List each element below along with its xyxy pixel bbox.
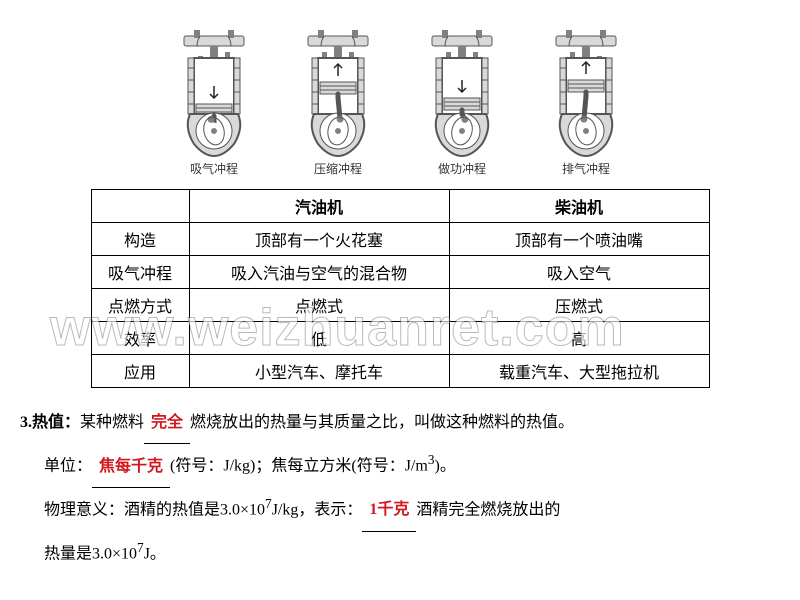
q3-line2: 单位： 焦每千克 (符号：J/kg)；焦每立方米(符号：J/m3)。	[20, 444, 774, 488]
engine-caption: 排气冲程	[562, 160, 610, 177]
header-diesel: 柴油机	[449, 190, 709, 223]
q3-blank1: 完全	[144, 404, 190, 444]
q3-last: 热量是3.0×10	[44, 545, 137, 562]
cell-gas: 低	[189, 322, 449, 355]
q3-last-tail: J。	[144, 545, 166, 562]
header-gas: 汽油机	[189, 190, 449, 223]
table-row: 效率 低 高	[91, 322, 709, 355]
q3-line1: 3.热值：某种燃料 完全 燃烧放出的热量与其质量之比，叫做这种燃料的热值。	[20, 404, 774, 444]
question-3-block: 3.热值：某种燃料 完全 燃烧放出的热量与其质量之比，叫做这种燃料的热值。 单位…	[0, 388, 800, 574]
row-label: 点燃方式	[91, 289, 189, 322]
engine-icon	[164, 28, 264, 158]
engine-icon	[536, 28, 636, 158]
comparison-table: 汽油机 柴油机 构造 顶部有一个火花塞 顶部有一个喷油嘴 吸气冲程 吸入汽油与空…	[91, 189, 710, 388]
cell-diesel: 载重汽车、大型拖拉机	[449, 355, 709, 388]
engine-figure: 做功冲程	[412, 28, 512, 177]
row-label: 吸气冲程	[91, 256, 189, 289]
table-head-row: 汽油机 柴油机	[91, 190, 709, 223]
cell-gas: 吸入汽油与空气的混合物	[189, 256, 449, 289]
q3-unit-label: 单位：	[44, 458, 92, 475]
cell-diesel: 吸入空气	[449, 256, 709, 289]
engine-icon	[288, 28, 388, 158]
q3-post1: 燃烧放出的热量与其质量之比，叫做这种燃料的热值。	[190, 414, 574, 431]
cell-gas: 顶部有一个火花塞	[189, 223, 449, 256]
cell-diesel: 高	[449, 322, 709, 355]
q3-line3: 物理意义：酒精的热值是3.0×107J/kg，表示： 1千克 酒精完全燃烧放出的	[20, 488, 774, 532]
q3-pre1: 某种燃料	[80, 414, 144, 431]
comparison-table-wrap: 汽油机 柴油机 构造 顶部有一个火花塞 顶部有一个喷油嘴 吸气冲程 吸入汽油与空…	[0, 189, 800, 388]
q3-m-mid: J/kg，表示：	[272, 501, 363, 518]
cell-gas: 小型汽车、摩托车	[189, 355, 449, 388]
engine-caption: 吸气冲程	[190, 160, 238, 177]
engine-icon	[412, 28, 512, 158]
table-row: 应用 小型汽车、摩托车 载重汽车、大型拖拉机	[91, 355, 709, 388]
engine-figure: 压缩冲程	[288, 28, 388, 177]
engine-figure: 吸气冲程	[164, 28, 264, 177]
row-label: 效率	[91, 322, 189, 355]
q3-label: 3.热值：	[20, 414, 80, 431]
table-row: 吸气冲程 吸入汽油与空气的混合物 吸入空气	[91, 256, 709, 289]
header-blank	[91, 190, 189, 223]
q3-m-post: 酒精完全燃烧放出的	[416, 501, 560, 518]
q3-m-sup1: 7	[265, 496, 272, 511]
q3-line4: 热量是3.0×107J。	[20, 532, 774, 574]
table-row: 点燃方式 点燃式 压燃式	[91, 289, 709, 322]
q3-blank2: 焦每千克	[92, 448, 170, 488]
cell-diesel: 顶部有一个喷油嘴	[449, 223, 709, 256]
engine-caption: 做功冲程	[438, 160, 486, 177]
cell-gas: 点燃式	[189, 289, 449, 322]
q3-meaning-pre: 物理意义：酒精的热值是3.0×10	[44, 501, 265, 518]
row-label: 构造	[91, 223, 189, 256]
row-label: 应用	[91, 355, 189, 388]
engine-caption: 压缩冲程	[314, 160, 362, 177]
engine-diagram-row: 吸气冲程 压缩冲程	[0, 0, 800, 183]
table-row: 构造 顶部有一个火花塞 顶部有一个喷油嘴	[91, 223, 709, 256]
q3-last-sup: 7	[137, 540, 144, 555]
q3-unit-close: )。	[434, 458, 455, 475]
q3-unit-tail: (符号：J/kg)；焦每立方米(符号：J/m	[170, 458, 428, 475]
q3-blank3: 1千克	[362, 491, 416, 531]
cell-diesel: 压燃式	[449, 289, 709, 322]
engine-figure: 排气冲程	[536, 28, 636, 177]
